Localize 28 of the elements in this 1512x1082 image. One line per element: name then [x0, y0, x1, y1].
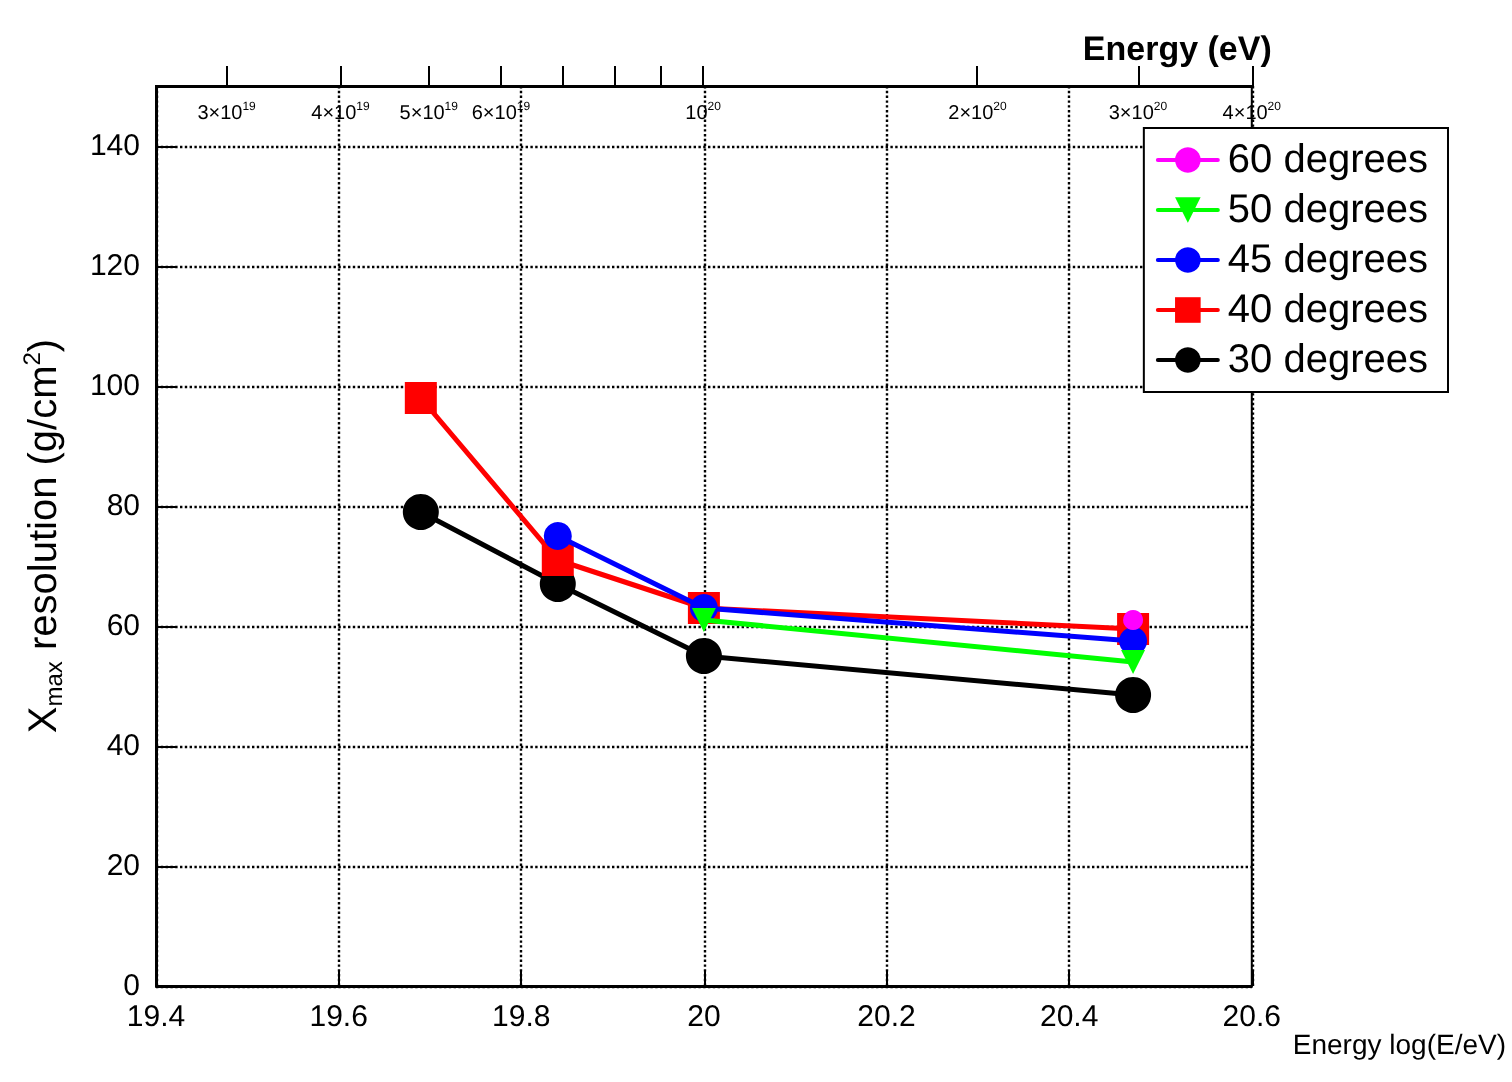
legend-label: 40 degrees	[1227, 288, 1428, 332]
y-axis-title: Xmax resolution (g/cm2)	[18, 338, 68, 734]
point	[685, 638, 722, 674]
legend-label: 50 degrees	[1227, 188, 1428, 232]
x-tick-label: 20.6	[1222, 1000, 1281, 1034]
point	[543, 522, 572, 550]
legend-label: 45 degrees	[1227, 238, 1428, 282]
legend-label: 30 degrees	[1227, 338, 1428, 382]
y-tick-label: 20	[106, 849, 140, 883]
x-tick-label: 20	[687, 1000, 721, 1034]
point	[402, 494, 439, 530]
x-axis-title: Energy log(E/eV)	[1292, 1028, 1506, 1060]
y-tick-label: 40	[106, 729, 140, 763]
y-tick-label: 100	[89, 369, 140, 403]
point	[1115, 677, 1152, 713]
y-tick-label: 60	[106, 609, 140, 643]
x2-axis-title: Energy (eV)	[1082, 30, 1272, 68]
y-tick-label: 0	[123, 969, 140, 1003]
point	[404, 382, 437, 414]
x-tick-label: 19.4	[126, 1000, 186, 1034]
y-tick-label: 120	[89, 249, 140, 283]
y-tick-label: 80	[106, 489, 140, 523]
x-tick-label: 20.2	[857, 1000, 916, 1034]
legend-label: 60 degrees	[1227, 138, 1428, 182]
x-tick-label: 20.4	[1039, 1000, 1099, 1034]
x-tick-label: 19.8	[492, 1000, 551, 1034]
x-tick-label: 19.6	[309, 1000, 368, 1034]
y-tick-label: 140	[89, 129, 140, 163]
